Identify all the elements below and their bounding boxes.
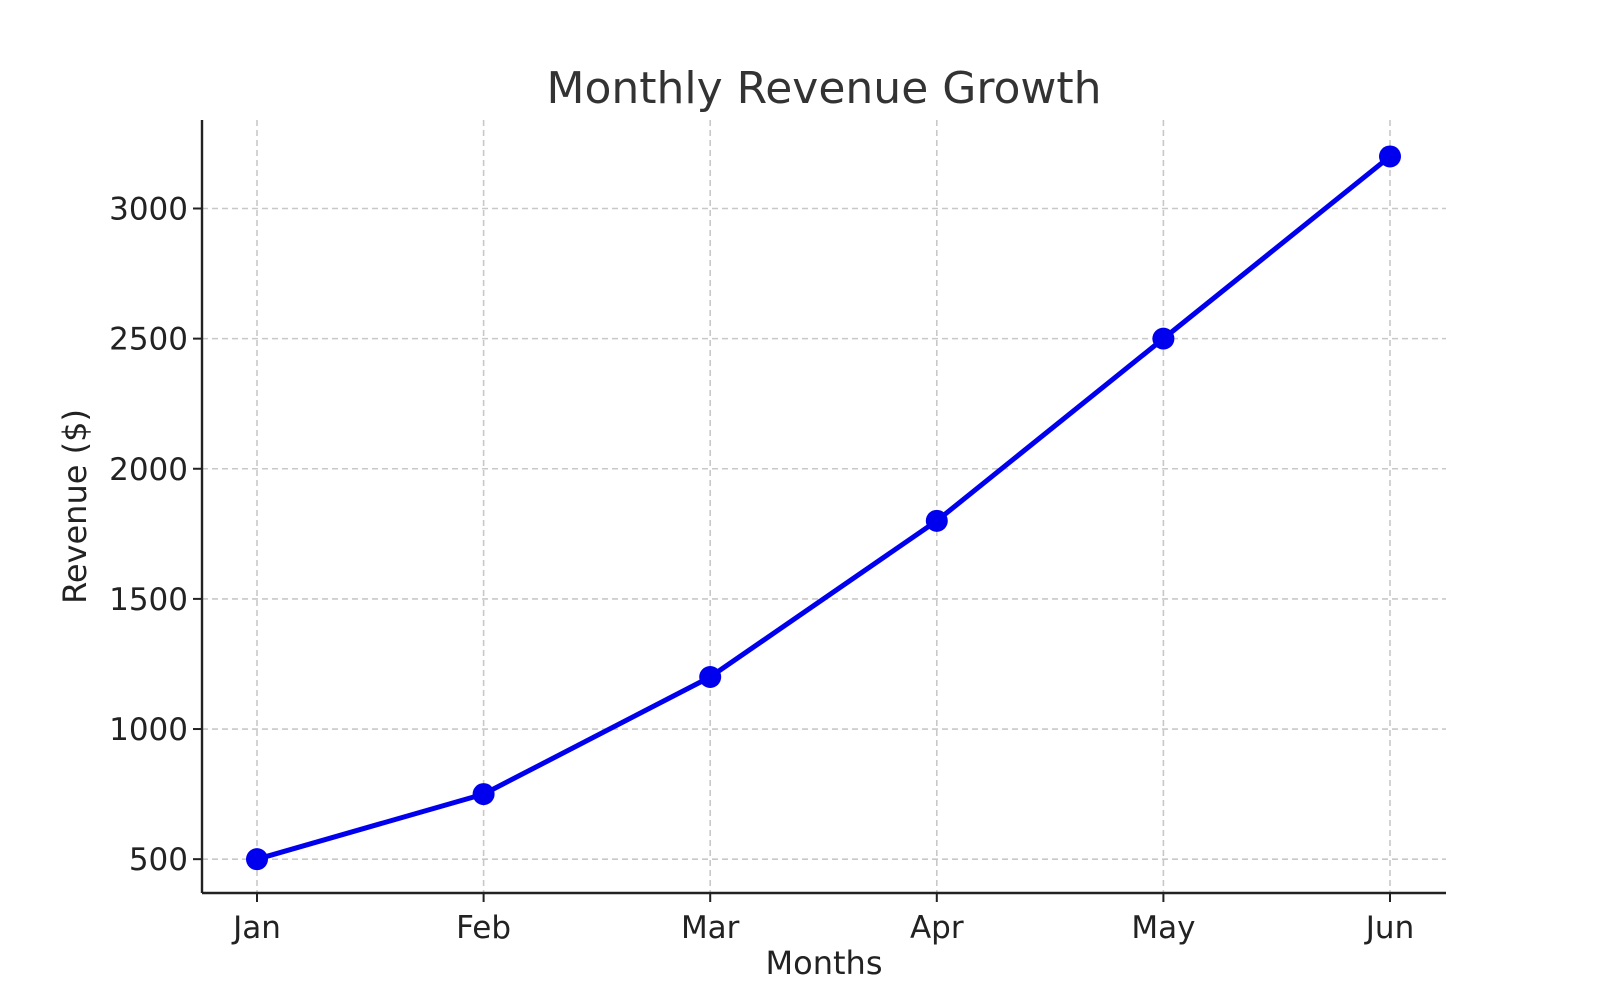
data-point — [925, 509, 948, 532]
axes — [200, 120, 1446, 895]
y-tick-label: 3000 — [109, 191, 188, 227]
data-point — [1152, 327, 1175, 350]
y-axis-label: Revenue ($) — [56, 409, 94, 604]
x-tick-label: Mar — [681, 910, 740, 946]
x-tick-label: Apr — [910, 910, 964, 946]
data-point — [472, 783, 495, 806]
x-tick-label: Feb — [456, 910, 511, 946]
y-tick-label: 2000 — [109, 452, 188, 488]
chart-title: Monthly Revenue Growth — [546, 63, 1101, 114]
x-tick-label: Jan — [231, 910, 281, 946]
x-axis-label: Months — [766, 944, 883, 982]
y-tick-label: 2500 — [109, 322, 188, 358]
series-line — [254, 153, 1393, 862]
data-point — [1379, 145, 1401, 168]
x-tick-label: May — [1131, 910, 1195, 946]
data-point — [699, 665, 722, 688]
ticks: 500 1000 1500 2000 2500 3000 Jan Feb Mar Apr May Ju… — [109, 191, 1414, 946]
y-tick-label: 1000 — [109, 712, 188, 748]
grid — [202, 120, 1446, 893]
y-tick-label: 1500 — [109, 582, 188, 618]
x-tick-label: Jun — [1364, 910, 1414, 946]
data-point — [246, 848, 268, 871]
y-tick-label: 500 — [129, 842, 188, 878]
series — [246, 145, 1401, 871]
